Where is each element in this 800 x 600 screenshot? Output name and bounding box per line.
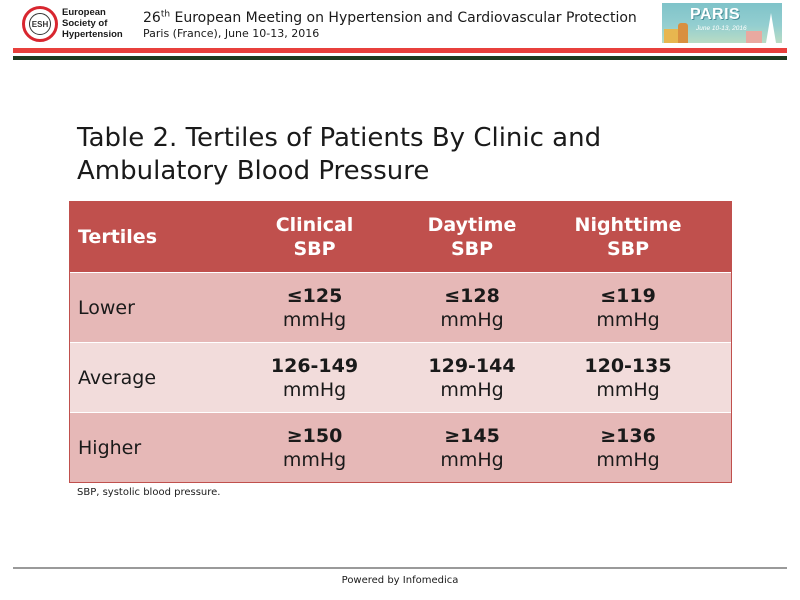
table-row: Lower ≤125 mmHg ≤128 mmHg ≤119 mmHg bbox=[70, 272, 731, 342]
header-line: SBP bbox=[293, 238, 336, 260]
table-row: Higher ≥150 mmHg ≥145 mmHg ≥136 mmHg bbox=[70, 412, 731, 482]
header-line: Tertiles bbox=[78, 226, 157, 248]
row-label: Average bbox=[78, 366, 157, 389]
table-footnote: SBP, systolic blood pressure. bbox=[77, 487, 221, 498]
header-rule-red bbox=[13, 48, 787, 53]
cell-value: ≤125 bbox=[286, 284, 343, 307]
paris-banner: PARIS June 10-13, 2016 bbox=[662, 3, 782, 43]
table-cell: ≥145 mmHg bbox=[397, 413, 547, 482]
cell-unit: mmHg bbox=[282, 378, 347, 401]
cell-unit: mmHg bbox=[282, 308, 347, 331]
logo-line-1: European bbox=[62, 7, 106, 18]
banner-arch-icon bbox=[678, 23, 688, 43]
header-cell-tertiles: Tertiles bbox=[70, 202, 226, 272]
table-cell: 126-149 mmHg bbox=[248, 343, 381, 412]
esh-logo-ring-icon: ESH bbox=[22, 6, 58, 42]
cell-unit: mmHg bbox=[596, 378, 660, 401]
table-cell: ≤128 mmHg bbox=[397, 273, 547, 342]
cell-value: 126-149 bbox=[270, 354, 359, 377]
row-label: Lower bbox=[78, 296, 135, 319]
header-line: SBP bbox=[450, 238, 494, 260]
banner-word: PARIS bbox=[690, 6, 741, 23]
cell-value: ≥150 bbox=[286, 424, 343, 447]
cell-value: ≥136 bbox=[600, 424, 656, 447]
header-line: Clinical bbox=[275, 214, 354, 236]
cell-unit: mmHg bbox=[440, 448, 504, 471]
meeting-info: 26th European Meeting on Hypertension an… bbox=[143, 10, 663, 41]
cell-unit: mmHg bbox=[440, 378, 504, 401]
header-line: SBP bbox=[606, 238, 650, 260]
esh-logo-text: European Society of Hypertension bbox=[62, 7, 142, 40]
table-cell: 120-135 mmHg bbox=[553, 343, 703, 412]
slide-title: Table 2. Tertiles of Patients By Clinic … bbox=[77, 123, 602, 186]
cell-value: ≤128 bbox=[444, 284, 500, 307]
powered-by-text: Powered by Infomedica bbox=[341, 575, 459, 586]
logo-line-2: Society of bbox=[62, 18, 108, 29]
header-line: Daytime bbox=[427, 214, 517, 236]
table-cell: 129-144 mmHg bbox=[397, 343, 547, 412]
cell-value: 120-135 bbox=[584, 354, 672, 377]
row-label: Higher bbox=[78, 436, 142, 459]
header-rule-gap bbox=[13, 53, 787, 56]
cell-unit: mmHg bbox=[596, 448, 660, 471]
header-cell-nighttime-sbp: Nighttime SBP bbox=[553, 202, 703, 272]
header-line: Nighttime bbox=[574, 214, 682, 236]
cell-unit: mmHg bbox=[440, 308, 504, 331]
banner-building-icon bbox=[746, 31, 762, 43]
esh-logo: ESH European Society of Hypertension bbox=[22, 6, 132, 42]
meeting-subtitle: Paris (France), June 10-13, 2016 bbox=[143, 27, 320, 40]
slide-header: ESH European Society of Hypertension 26t… bbox=[0, 0, 800, 62]
meeting-ordinal: 26 bbox=[143, 10, 161, 26]
table-cell: ≥150 mmHg bbox=[248, 413, 381, 482]
table-cell: ≤125 mmHg bbox=[248, 273, 381, 342]
cell-value: ≥145 bbox=[444, 424, 500, 447]
cell-unit: mmHg bbox=[596, 308, 660, 331]
table-cell: ≥136 mmHg bbox=[553, 413, 703, 482]
header-cell-daytime-sbp: Daytime SBP bbox=[397, 202, 547, 272]
header-cell-clinical-sbp: Clinical SBP bbox=[248, 202, 381, 272]
table-cell: ≤119 mmHg bbox=[553, 273, 703, 342]
logo-line-3: Hypertension bbox=[62, 29, 123, 40]
table-header-row: Tertiles Clinical SBP Daytime SBP Nightt… bbox=[70, 202, 731, 272]
cell-value: ≤119 bbox=[600, 284, 656, 307]
cell-value: 129-144 bbox=[428, 354, 516, 377]
eiffel-tower-icon bbox=[766, 13, 776, 43]
footer-rule bbox=[13, 567, 787, 569]
table-row: Average 126-149 mmHg 129-144 mmHg 120-13… bbox=[70, 342, 731, 412]
meeting-title: 26th European Meeting on Hypertension an… bbox=[143, 10, 663, 26]
esh-logo-badge: ESH bbox=[29, 13, 51, 35]
banner-date: June 10-13, 2016 bbox=[696, 25, 747, 32]
header-rule-dark bbox=[13, 56, 787, 60]
meeting-ordinal-suffix: th bbox=[160, 9, 171, 20]
banner-building-icon bbox=[664, 29, 678, 43]
meeting-title-rest: European Meeting on Hypertension and Car… bbox=[170, 10, 637, 26]
cell-unit: mmHg bbox=[282, 448, 347, 471]
tertiles-table: Tertiles Clinical SBP Daytime SBP Nightt… bbox=[69, 201, 732, 483]
